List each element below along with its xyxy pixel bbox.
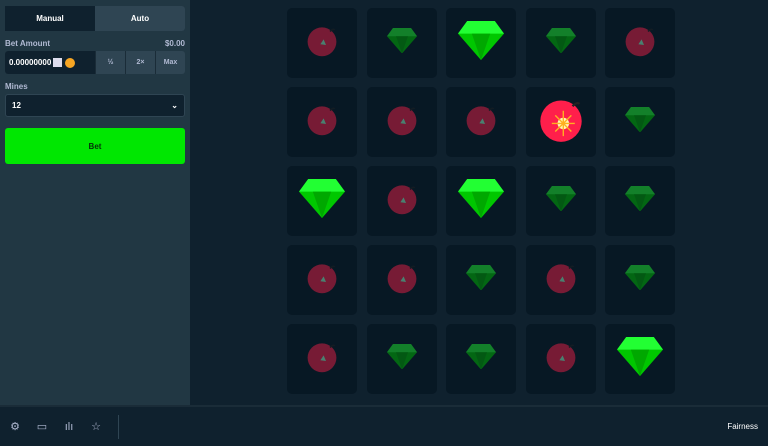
gem-icon [625,264,655,296]
mine-icon [538,97,584,148]
tile-gem[interactable] [605,87,675,157]
mine-icon [306,104,338,141]
mine-icon [306,341,338,378]
gem-icon [386,27,417,59]
tile-gem[interactable] [366,8,437,78]
footer-bar: ⚙ ▭ ılı ☆ Fairness [0,405,768,446]
tile-mine[interactable] [525,324,596,394]
tile-gem[interactable] [446,324,516,394]
chevron-down-icon: ⌄ [171,101,178,110]
tile-gem-revealed[interactable] [287,166,357,236]
tile-gem-revealed[interactable] [446,8,516,78]
gem-icon [617,336,663,381]
mine-icon [386,183,418,220]
tile-mine[interactable] [287,8,357,78]
mine-icon [465,104,497,141]
tile-gem[interactable] [605,245,675,315]
tile-mine[interactable] [366,166,437,236]
tile-gem-revealed[interactable] [446,166,516,236]
bet-value: 0.00000000 [9,58,52,67]
bet-amount-label: Bet Amount [5,39,51,48]
tile-mine[interactable] [287,245,357,315]
tile-mine[interactable] [287,87,357,157]
stats-icon[interactable]: ılı [64,420,74,433]
mine-icon [624,25,656,62]
mine-icon [545,341,577,378]
mine-icon [386,104,418,141]
mode-tabs: Manual Auto [5,6,185,31]
mine-icon [545,262,577,299]
gem-icon [458,178,504,223]
mine-icon [386,262,418,299]
tile-gem-revealed[interactable] [605,324,675,394]
tile-gem[interactable] [605,166,675,236]
gem-icon [466,343,496,375]
tab-auto[interactable]: Auto [95,6,185,31]
tile-mine[interactable] [366,87,437,157]
max-button[interactable]: Max [155,51,185,74]
tile-gem[interactable] [525,8,596,78]
tile-gem[interactable] [446,245,516,315]
fairness-link[interactable]: Fairness [727,422,758,431]
gem-icon [299,178,345,223]
theater-icon[interactable]: ▭ [36,421,48,433]
mines-value: 12 [12,101,21,110]
tile-mine-exploded[interactable] [525,87,596,157]
divider [118,414,119,439]
bet-amount-input[interactable]: 0.00000000 [5,51,95,74]
gem-icon [545,27,576,59]
half-button[interactable]: ½ [95,51,125,74]
gem-icon [625,106,655,138]
currency-switch-icon[interactable] [53,58,63,67]
tile-gem[interactable] [525,166,596,236]
double-button[interactable]: 2× [125,51,155,74]
tile-mine[interactable] [525,245,596,315]
mines-grid [287,8,675,394]
gem-icon [625,185,655,217]
mine-icon [306,25,338,62]
gem-icon [466,264,496,296]
tile-gem[interactable] [366,324,437,394]
bet-button[interactable]: Bet [5,128,185,164]
gem-icon [545,185,576,217]
gear-icon[interactable]: ⚙ [10,421,20,433]
tile-mine[interactable] [446,87,516,157]
star-icon[interactable]: ☆ [91,421,101,433]
tile-mine[interactable] [366,245,437,315]
gem-icon [386,343,417,375]
bet-panel: Manual Auto Bet Amount $0.00 0.00000000 ½… [0,0,190,405]
mines-select[interactable]: 12 ⌄ [5,94,185,117]
mines-label: Mines [5,82,28,91]
tile-mine[interactable] [287,324,357,394]
tile-mine[interactable] [605,8,675,78]
tab-manual[interactable]: Manual [5,6,95,31]
gem-icon [458,20,504,65]
mine-icon [306,262,338,299]
bet-amount-usd: $0.00 [164,39,185,48]
coin-icon [65,57,76,68]
